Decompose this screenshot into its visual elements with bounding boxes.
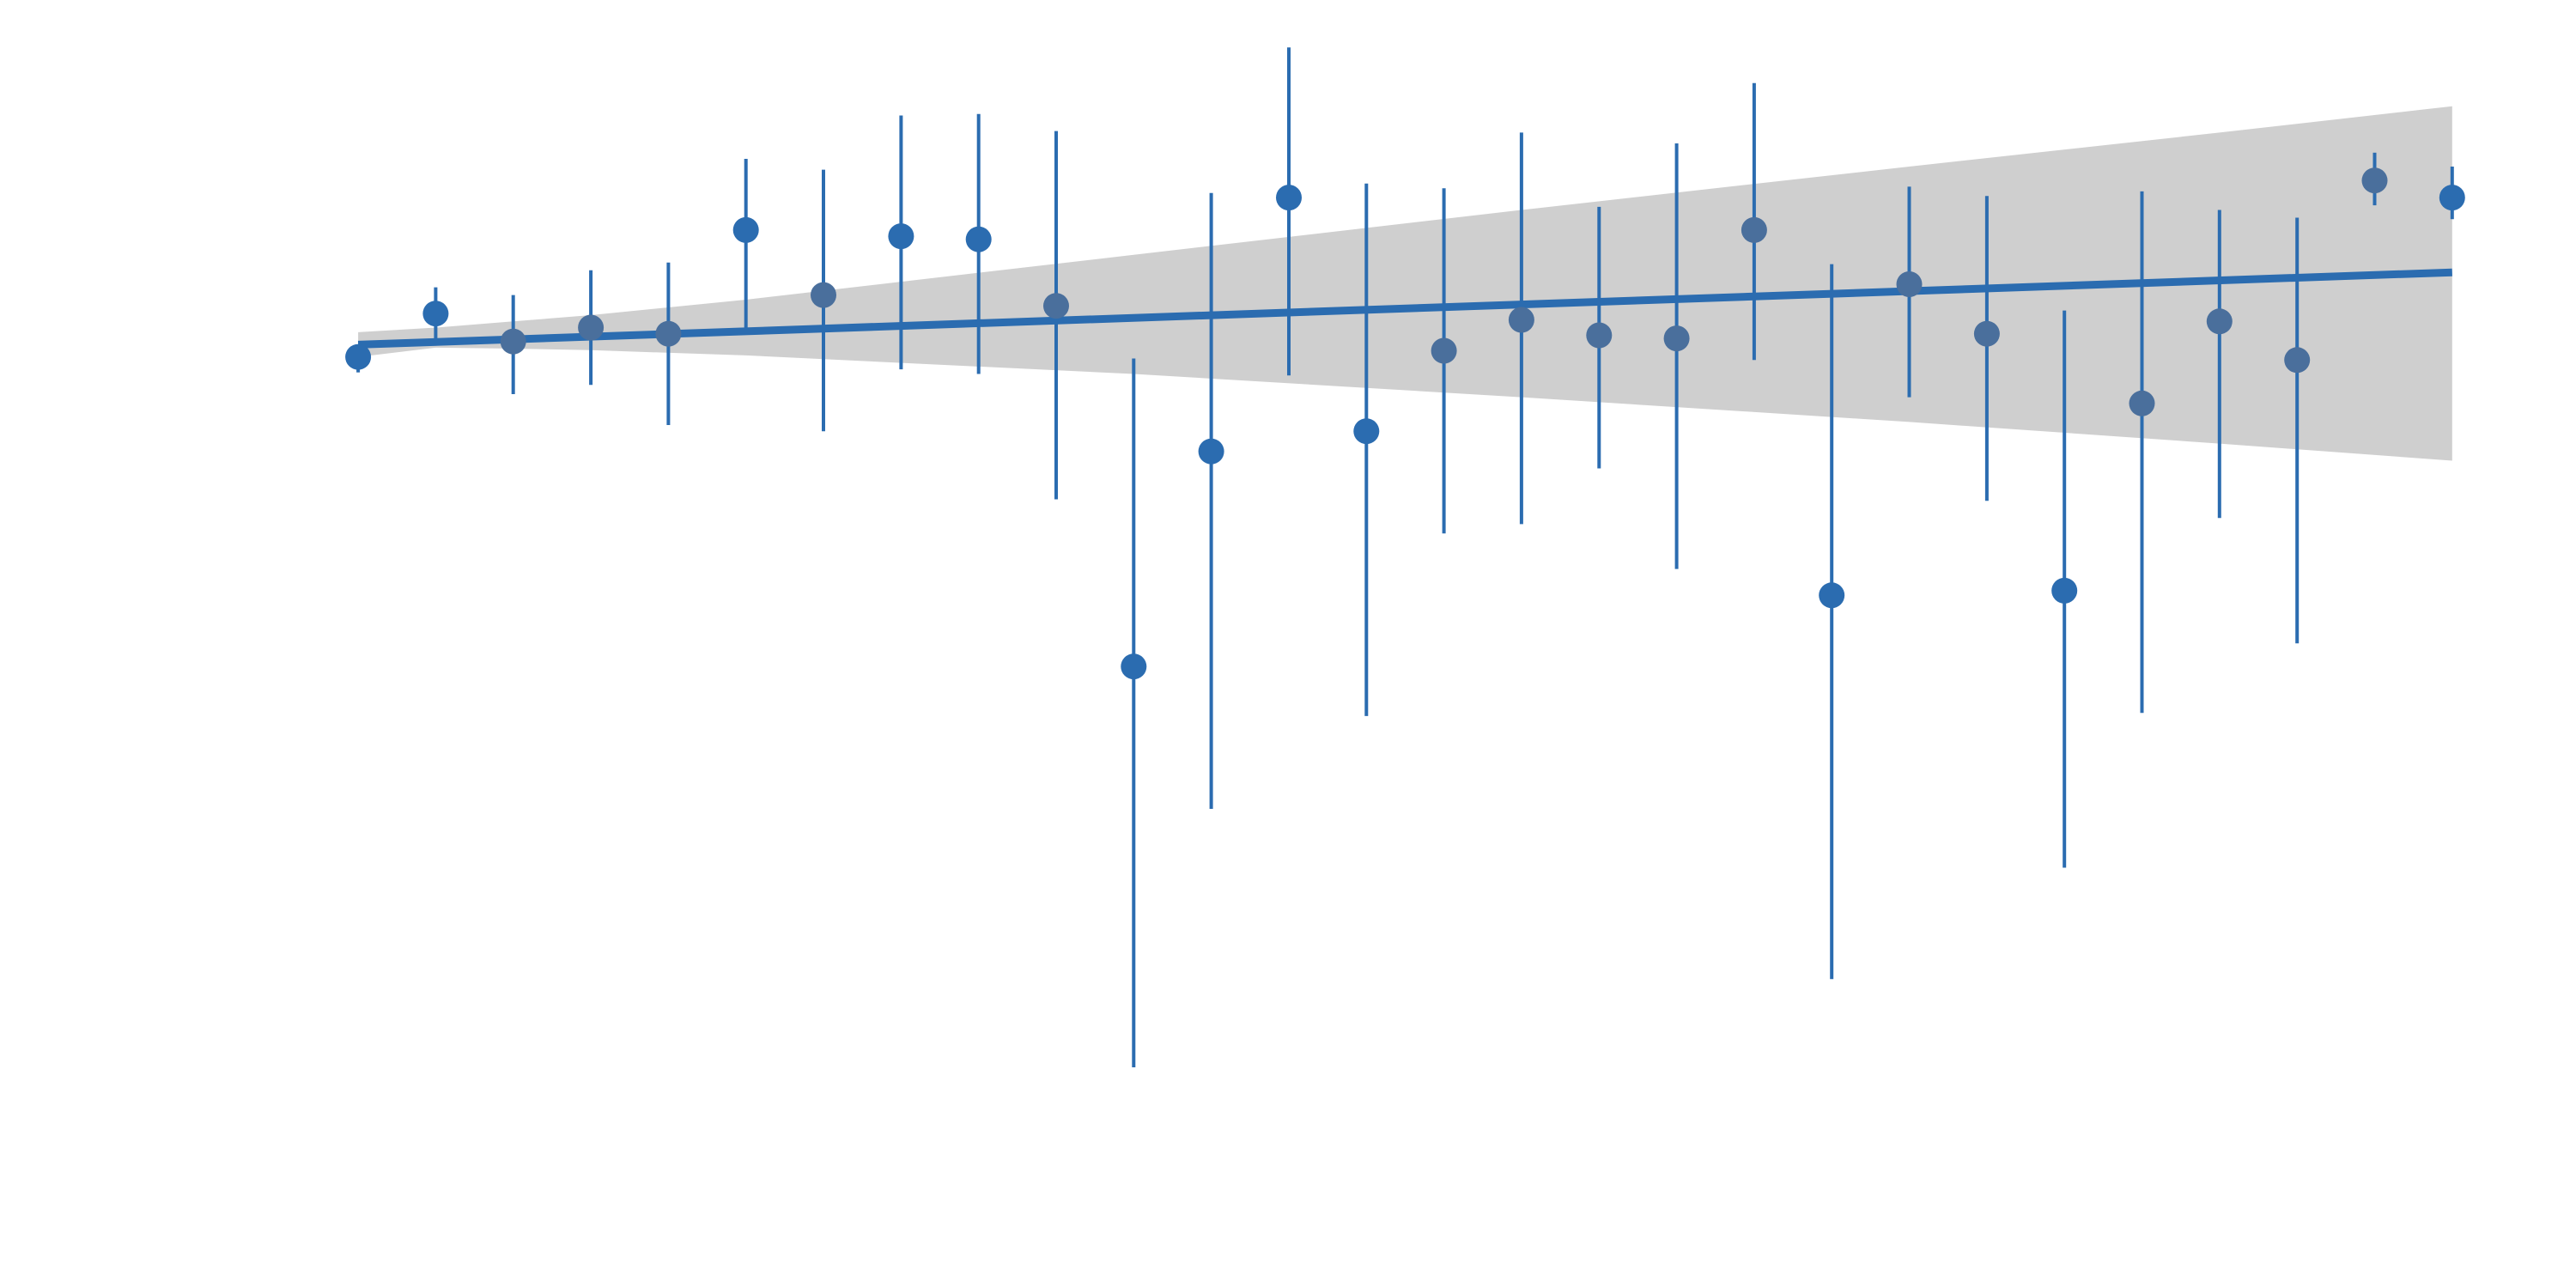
data-point (1276, 185, 1302, 211)
data-point (2051, 577, 2078, 604)
regression-line (357, 268, 2452, 349)
data-point (965, 226, 992, 252)
data-point (2129, 390, 2155, 416)
data-point (2284, 347, 2311, 374)
trend-line-layer (357, 268, 2452, 349)
data-point (655, 320, 682, 347)
data-point (2361, 167, 2388, 194)
data-point (811, 282, 836, 308)
data-point (1663, 325, 1690, 352)
data-point (1896, 271, 1923, 297)
data-point (578, 314, 605, 341)
data-point (422, 301, 449, 327)
data-point (1586, 322, 1613, 349)
data-point (1121, 653, 1147, 680)
data-point (1508, 307, 1534, 333)
data-point (1973, 320, 2000, 347)
data-point (1431, 337, 1457, 364)
data-point (1819, 582, 1845, 609)
data-point (1741, 216, 1767, 243)
data-point (345, 343, 372, 370)
data-point (888, 223, 914, 250)
data-point (1198, 438, 1224, 465)
data-point (2439, 185, 2465, 211)
confidence-band (358, 106, 2452, 461)
data-point-layer (345, 167, 2465, 680)
data-point (2206, 308, 2233, 335)
confidence-band-layer (358, 106, 2452, 461)
data-point (500, 328, 526, 355)
data-point (1043, 293, 1069, 319)
data-point (1353, 418, 1380, 445)
data-point (732, 216, 759, 243)
